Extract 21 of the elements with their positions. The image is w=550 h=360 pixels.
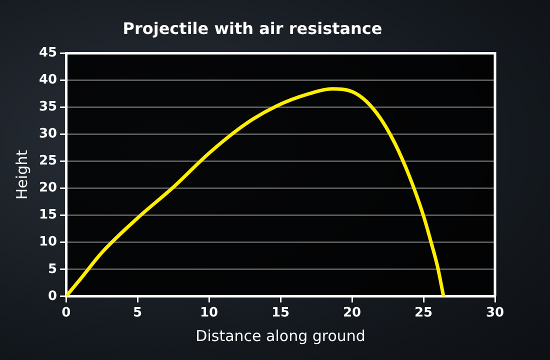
- y-tick-label: 0: [48, 288, 58, 304]
- y-tick-label: 25: [38, 154, 58, 169]
- y-tick-label: 30: [38, 126, 58, 142]
- y-tick-label: 45: [38, 46, 58, 61]
- line-series: [66, 87, 446, 296]
- chart-title: Projectile with air resistance: [122, 18, 382, 38]
- y-axis-title: Height: [12, 150, 31, 200]
- x-tick-label: 5: [133, 306, 142, 321]
- y-tick-label: 15: [38, 208, 58, 223]
- y-tick-label: 40: [38, 72, 58, 88]
- x-tick-label: 20: [342, 306, 362, 321]
- y-tick-label: 5: [48, 262, 58, 277]
- x-tick-label: 15: [272, 306, 290, 321]
- x-tick-label: 30: [486, 306, 504, 321]
- x-tick-label: 0: [62, 306, 71, 321]
- y-tick-label: 10: [38, 234, 58, 250]
- x-axis-title: Distance along ground: [196, 326, 366, 345]
- y-tick-label: 35: [38, 100, 58, 115]
- x-tick-label: 25: [414, 306, 433, 321]
- y-tick-label: 20: [38, 180, 58, 196]
- x-tick-label: 10: [200, 306, 218, 321]
